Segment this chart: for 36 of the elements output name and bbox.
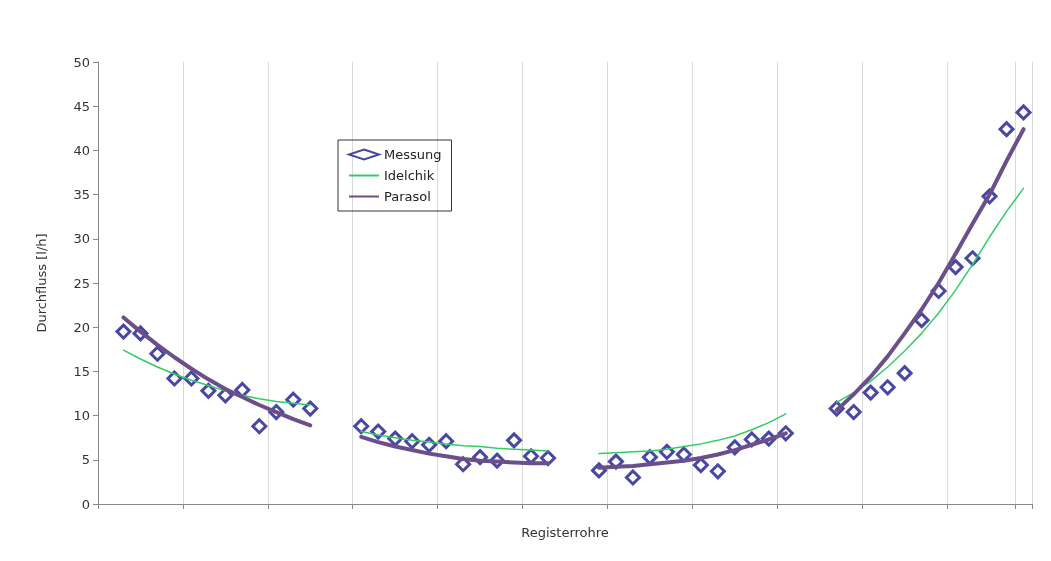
- y-tick-label: 20: [73, 319, 90, 335]
- point: [200, 382, 217, 399]
- point: [234, 381, 251, 398]
- y-tick-label: 45: [73, 98, 90, 114]
- point: [709, 463, 726, 480]
- point: [947, 259, 964, 276]
- point: [896, 365, 913, 382]
- legend-label: Idelchik: [384, 168, 435, 183]
- point: [862, 384, 879, 401]
- legend-label: Messung: [384, 147, 442, 162]
- point: [506, 432, 523, 449]
- point: [879, 379, 896, 396]
- legend-label: Parasol: [384, 189, 431, 204]
- point: [692, 457, 709, 474]
- point: [913, 312, 930, 329]
- y-tick-label: 40: [73, 142, 90, 158]
- point: [353, 418, 370, 435]
- y-tick-label: 50: [73, 54, 90, 70]
- point: [115, 323, 132, 340]
- point: [166, 370, 183, 387]
- y-tick-label: 0: [81, 496, 90, 512]
- point: [251, 418, 268, 435]
- y-tick-label: 5: [81, 452, 90, 468]
- point: [624, 469, 641, 486]
- point: [302, 400, 319, 417]
- y-tick-label: 25: [73, 275, 90, 291]
- point: [1015, 104, 1032, 121]
- y-axis-title: Durchfluss [l/h]: [34, 233, 49, 333]
- x-axis-title: Registerrohre: [521, 525, 609, 540]
- point: [149, 345, 166, 362]
- point: [998, 121, 1015, 138]
- y-tick-label: 10: [73, 408, 90, 424]
- y-tick-label: 30: [73, 231, 90, 247]
- point: [845, 404, 862, 421]
- y-tick-label: 35: [73, 187, 90, 203]
- y-tick-label: 15: [73, 363, 90, 379]
